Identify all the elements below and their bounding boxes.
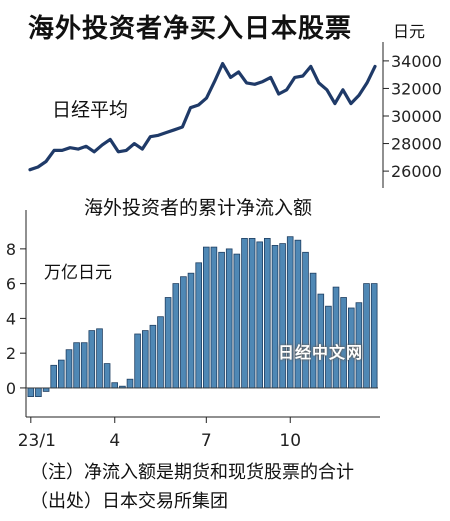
bar: [195, 262, 203, 389]
watermark: 日经中文网: [278, 343, 364, 362]
bar: [210, 246, 218, 389]
bar: [233, 253, 241, 389]
bar: [202, 246, 210, 389]
bar-y-tick-label: 8: [6, 240, 16, 259]
line-y-tick-label: 32000: [391, 79, 442, 98]
bar: [309, 272, 317, 389]
bar-y-tick-label: 0: [6, 379, 16, 398]
bar-y-tick-label: 4: [6, 309, 16, 328]
bar-chart: 8 6 4 2 0 万亿日元 23/1 4 7 10: [6, 210, 380, 451]
bar-unit-label: 万亿日元: [44, 263, 112, 283]
line-y-tick-label: 34000: [391, 52, 442, 71]
bar: [302, 251, 309, 389]
bar-x-tick-label: 10: [279, 431, 301, 451]
bar-chart-title: 海外投资者的累计净流入额: [84, 197, 313, 219]
bar: [187, 272, 195, 389]
bar: [35, 387, 42, 397]
bar: [65, 349, 73, 389]
source-note: （出处）日本交易所集团: [30, 491, 228, 512]
bar: [50, 364, 57, 389]
bar: [271, 244, 279, 389]
bar: [279, 243, 286, 389]
bar: [27, 387, 35, 397]
bar: [80, 342, 88, 389]
bar: [73, 342, 80, 389]
chart-title: 海外投资者净买入日本股票: [28, 14, 353, 44]
bar: [164, 297, 172, 389]
bar-x-tick-label: 4: [109, 431, 120, 451]
bar-x-tick-label: 7: [201, 431, 212, 451]
bar: [96, 328, 103, 389]
bar: [225, 248, 233, 389]
bar: [248, 237, 256, 389]
bar: [111, 382, 119, 389]
bar: [58, 359, 65, 389]
bar: [180, 276, 187, 389]
bar: [363, 283, 370, 389]
line-y-tick-label: 30000: [391, 107, 442, 126]
line-chart: 34000 32000 30000 28000 26000 日经平均: [28, 42, 442, 188]
bar: [157, 316, 164, 389]
bar: [332, 286, 340, 389]
bar: [126, 378, 134, 389]
line-unit-label: 日元: [393, 22, 426, 41]
bar: [256, 241, 263, 389]
bar: [88, 330, 96, 389]
bar: [42, 387, 50, 392]
footnote: （注）净流入额是期货和现货股票的合计: [30, 462, 354, 483]
line-series-label: 日经平均: [52, 99, 128, 121]
bar: [286, 236, 294, 389]
bar: [149, 324, 157, 389]
bar: [370, 283, 378, 389]
bar: [294, 239, 302, 389]
line-y-tick-label: 28000: [391, 135, 442, 154]
bar: [141, 330, 149, 389]
bar-y-tick-label: 6: [6, 275, 16, 294]
line-y-tick-label: 26000: [391, 162, 442, 181]
bar: [218, 251, 225, 389]
bar-x-tick-label: 23/1: [18, 431, 56, 451]
bar: [172, 283, 180, 389]
bar: [134, 333, 141, 389]
nikkei-line: [28, 61, 377, 172]
bar-y-tick-label: 2: [6, 344, 16, 363]
bar: [263, 237, 271, 389]
bar: [241, 237, 248, 389]
bar: [103, 363, 111, 389]
